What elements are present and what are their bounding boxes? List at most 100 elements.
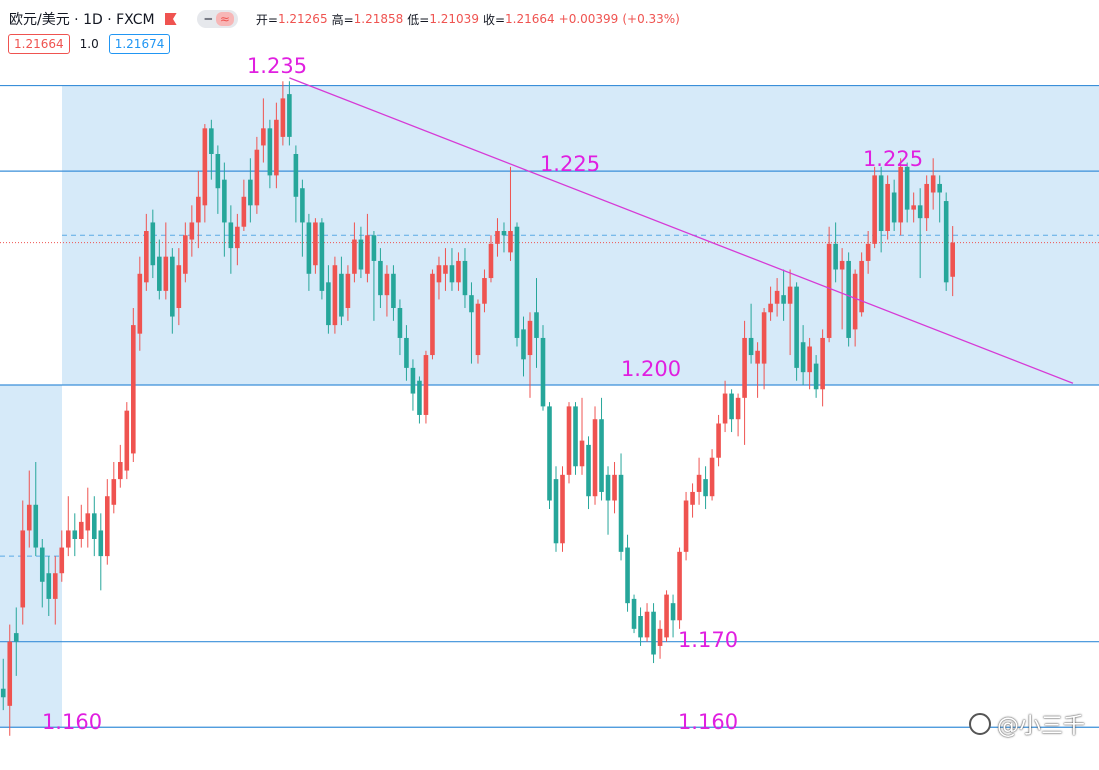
candle-body xyxy=(495,231,500,244)
candle-body xyxy=(371,235,377,261)
candle-body xyxy=(560,474,565,544)
candle-body xyxy=(586,444,591,497)
candle-body xyxy=(189,222,195,240)
candle-body xyxy=(26,504,32,531)
candle-body xyxy=(566,406,572,475)
change: +0.00399 xyxy=(558,12,619,26)
candle-body xyxy=(469,295,474,313)
candle-body xyxy=(547,406,552,501)
candle-body xyxy=(59,547,65,574)
candle-body xyxy=(716,423,721,458)
candle-body xyxy=(170,256,175,317)
candle-body xyxy=(683,500,689,552)
candle-body xyxy=(891,192,897,223)
candle-body xyxy=(911,205,916,210)
candle-body xyxy=(183,235,188,274)
candle-body xyxy=(612,474,617,501)
toggle-buttons[interactable]: ━ ≈ xyxy=(196,10,238,28)
flag-icon[interactable] xyxy=(164,13,177,25)
candle-body xyxy=(78,521,84,539)
candle-body xyxy=(508,231,513,253)
tag-text: 1.0 xyxy=(79,37,99,51)
candle-body xyxy=(33,504,39,548)
candle-body xyxy=(735,397,741,420)
price-tag: 1.21674 xyxy=(108,34,171,54)
annotation: 1.235 xyxy=(247,54,307,78)
candle-body xyxy=(397,308,403,338)
candle-body xyxy=(235,226,240,249)
legend-header: 欧元/美元 · 1D · FXCM ━ ≈ 开= 1.21265 高= 1.21858… xyxy=(0,0,1099,60)
candle-body xyxy=(423,355,429,415)
candle-body xyxy=(553,479,559,544)
candle-body xyxy=(514,226,520,338)
candle-body xyxy=(157,256,162,291)
change-pct: (+0.33%) xyxy=(622,12,680,26)
candle-body xyxy=(722,393,728,424)
candle-body xyxy=(91,513,97,539)
candle-body xyxy=(144,231,149,283)
candle-body xyxy=(703,479,708,497)
candle-body xyxy=(215,154,221,189)
candle-body xyxy=(839,260,845,270)
candle-body xyxy=(625,547,630,604)
symbol-row: 欧元/美元 · 1D · FXCM ━ ≈ 开= 1.21265 高= 1.21858… xyxy=(9,9,680,29)
annotation: 1.160 xyxy=(678,710,738,734)
candle-body xyxy=(384,273,390,296)
candle-body xyxy=(774,290,780,304)
candle-body xyxy=(651,611,656,655)
candle-body xyxy=(755,350,760,364)
candle-body xyxy=(846,260,851,338)
candle-body xyxy=(228,222,234,249)
candle-body xyxy=(924,183,929,219)
candle-body xyxy=(677,551,682,621)
candle-body xyxy=(104,496,110,557)
candle-body xyxy=(820,337,825,390)
candle-body xyxy=(378,260,383,296)
candle-body xyxy=(917,205,923,219)
candle-body xyxy=(748,337,754,356)
candle-body xyxy=(950,242,955,277)
candle-body xyxy=(579,440,585,467)
candle-body xyxy=(39,547,45,582)
logo xyxy=(968,713,991,735)
price-tag: 1.21664 xyxy=(8,34,70,54)
candle-body xyxy=(267,128,273,176)
candle-body xyxy=(248,179,253,206)
ohlc-label: 收= xyxy=(482,12,506,27)
candle-body xyxy=(521,329,526,360)
candle-body xyxy=(65,530,71,548)
candle-body xyxy=(937,183,942,193)
candle-body xyxy=(98,530,104,557)
candle-body xyxy=(417,380,422,415)
price-tags: 1.21664 1.0 1.21674 xyxy=(8,34,171,54)
candle-body xyxy=(878,175,884,231)
candle-body xyxy=(644,611,650,638)
candle-body xyxy=(943,201,949,283)
ohlc-label: 低= xyxy=(407,12,430,27)
candle-body xyxy=(118,462,123,480)
candle-body xyxy=(729,393,734,420)
candle-body xyxy=(150,222,156,266)
ohlc-label: 开= xyxy=(255,12,278,27)
candle-body xyxy=(638,616,643,638)
ohlc-value: 1.21858 xyxy=(353,12,404,26)
candle-body xyxy=(52,573,58,599)
candle-body xyxy=(540,337,546,407)
candle-body xyxy=(664,594,669,638)
candle-body xyxy=(137,273,143,334)
candle-body xyxy=(456,260,461,283)
candle-body xyxy=(46,573,52,599)
candle-body xyxy=(20,530,26,608)
ohlc-label: 高= xyxy=(331,12,354,27)
candle-body xyxy=(358,239,364,270)
candle-body xyxy=(7,641,13,706)
candle-body xyxy=(859,260,864,313)
candle-body xyxy=(690,491,695,505)
candle-body xyxy=(781,295,786,304)
candle-body xyxy=(430,273,435,356)
symbol[interactable]: 欧元/美元 · 1D · FXCM xyxy=(9,12,155,28)
candle-body xyxy=(339,273,344,317)
candle-body xyxy=(306,222,312,274)
candle-body xyxy=(462,260,468,296)
